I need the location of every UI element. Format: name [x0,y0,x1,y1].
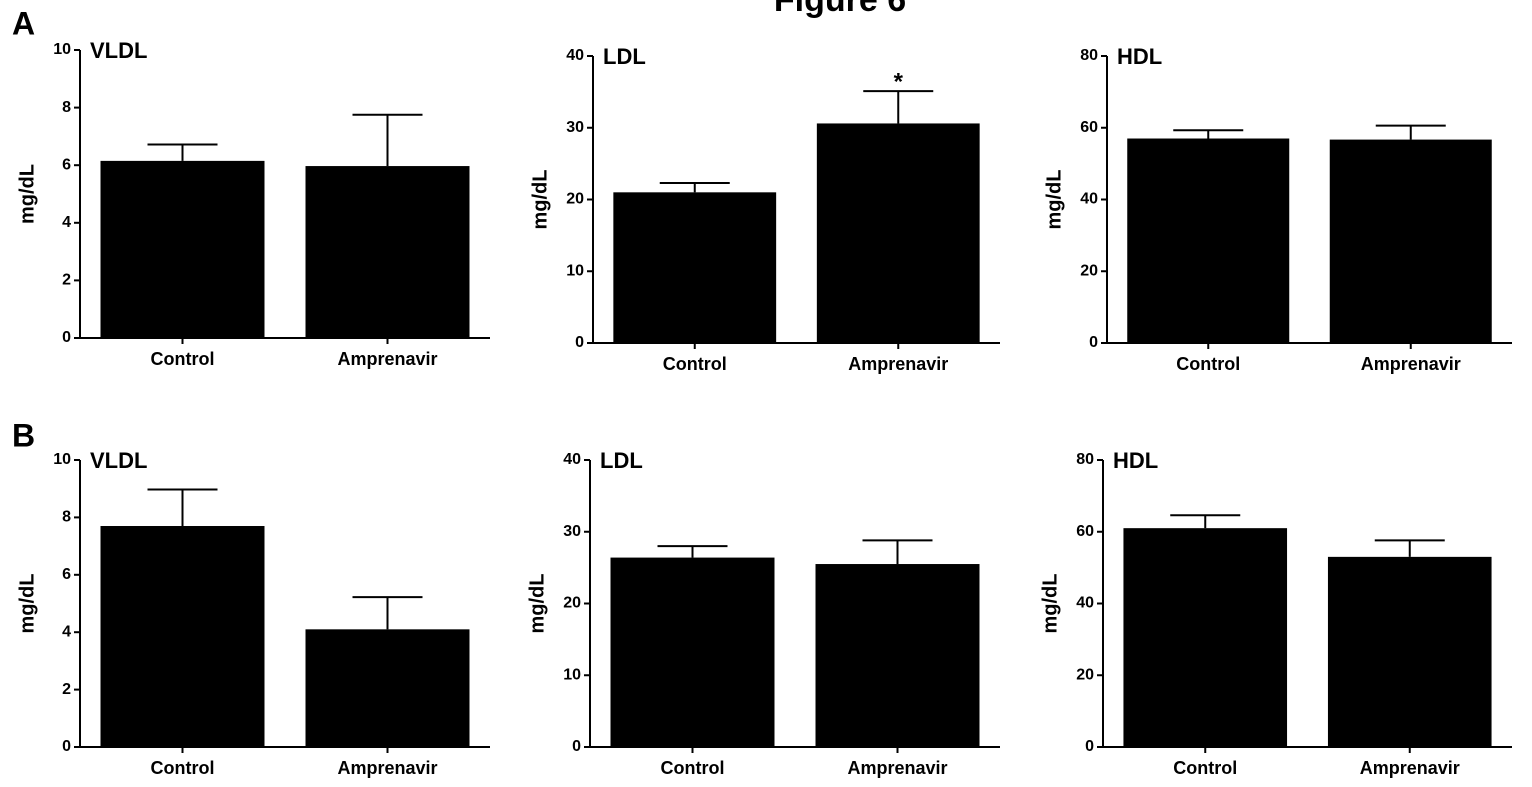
y-tick-label: 10 [53,41,71,58]
y-tick-label: 10 [566,262,584,279]
y-axis-label: mg/dL [526,574,548,634]
y-tick-label: 60 [1080,119,1098,136]
panel-label: B [12,417,35,453]
x-tick-label: Amprenavir [1361,354,1461,374]
y-tick-label: 20 [563,595,581,612]
y-tick-label: 0 [1085,738,1094,755]
y-tick-label: 60 [1076,523,1094,540]
x-tick-label: Control [151,349,215,369]
y-tick-label: 40 [1076,595,1094,612]
chart-title: HDL [1113,448,1158,473]
chart-title: HDL [1117,44,1162,69]
bar [1329,139,1492,343]
y-tick-label: 80 [1080,47,1098,64]
figure-title: Figure 6 [774,0,906,19]
y-tick-label: 20 [1076,666,1094,683]
x-tick-label: Amprenavir [337,758,437,778]
y-tick-label: 40 [563,451,581,468]
y-tick-label: 0 [62,738,71,755]
y-axis-label: mg/dL [1039,574,1061,634]
x-tick-label: Amprenavir [337,349,437,369]
y-tick-label: 30 [566,119,584,136]
y-tick-label: 4 [62,214,71,231]
x-tick-label: Control [1173,758,1237,778]
bar [305,166,470,338]
bar [815,564,980,747]
bar [305,629,470,747]
panel-label: A [12,5,35,41]
y-tick-label: 10 [53,451,71,468]
bar [1127,138,1290,343]
x-tick-label: Control [1176,354,1240,374]
x-tick-label: Amprenavir [847,758,947,778]
bar [613,192,777,343]
y-tick-label: 2 [62,272,71,289]
y-tick-label: 40 [1080,191,1098,208]
y-tick-label: 6 [62,566,71,583]
y-tick-label: 10 [563,666,581,683]
y-tick-label: 0 [572,738,581,755]
y-tick-label: 20 [566,191,584,208]
y-axis-label: mg/dL [529,170,551,230]
chart-title: LDL [603,44,646,69]
bar [816,123,980,343]
y-axis-label: mg/dL [16,574,38,634]
y-tick-label: 0 [575,334,584,351]
chart-title: LDL [600,448,643,473]
x-tick-label: Control [661,758,725,778]
x-tick-label: Control [663,354,727,374]
bar [100,526,265,747]
significance-marker: * [894,69,904,96]
chart-title: VLDL [90,448,147,473]
y-tick-label: 0 [1089,334,1098,351]
bar [610,557,775,747]
y-tick-label: 8 [62,99,71,116]
y-tick-label: 30 [563,523,581,540]
y-tick-label: 4 [62,623,71,640]
y-axis-label: mg/dL [16,164,38,224]
y-tick-label: 0 [62,329,71,346]
x-tick-label: Control [151,758,215,778]
bar [1123,528,1288,747]
y-tick-label: 6 [62,156,71,173]
y-tick-label: 2 [62,681,71,698]
chart-title: VLDL [90,38,147,63]
y-tick-label: 40 [566,47,584,64]
bar [100,160,265,338]
y-tick-label: 20 [1080,262,1098,279]
y-axis-label: mg/dL [1043,170,1065,230]
y-tick-label: 80 [1076,451,1094,468]
y-tick-label: 8 [62,509,71,526]
bar [1327,556,1492,747]
x-tick-label: Amprenavir [848,354,948,374]
x-tick-label: Amprenavir [1360,758,1460,778]
